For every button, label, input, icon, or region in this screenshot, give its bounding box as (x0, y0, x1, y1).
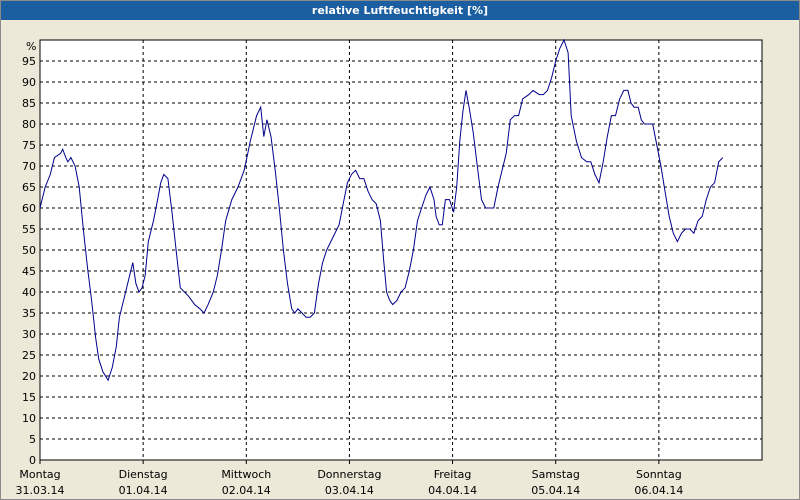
y-tick-label: 55 (22, 223, 36, 236)
y-tick-label: 25 (22, 349, 36, 362)
x-tick-day-label: Freitag (434, 468, 472, 481)
x-tick-day-label: Donnerstag (317, 468, 381, 481)
grid-lines (40, 40, 762, 460)
y-tick-label: 80 (22, 118, 36, 131)
x-tick-day-label: Dienstag (119, 468, 168, 481)
y-tick-label: 30 (22, 328, 36, 341)
y-tick-label: 70 (22, 160, 36, 173)
x-axis: Montag 31.03.14 Dienstag 01.04.14 Mittwoch 02… (16, 460, 683, 497)
y-tick-label: 85 (22, 97, 36, 110)
x-tick-day-label: Mittwoch (221, 468, 271, 481)
y-tick-label: 60 (22, 202, 36, 215)
x-tick-day-label: Montag (19, 468, 60, 481)
y-tick-label: 45 (22, 265, 36, 278)
y-tick-label: 40 (22, 286, 36, 299)
y-tick-label: 35 (22, 307, 36, 320)
x-tick-date-label: 02.04.14 (222, 484, 271, 497)
y-tick-label: 0 (29, 454, 36, 467)
y-tick-label: 90 (22, 76, 36, 89)
x-tick-date-label: 01.04.14 (119, 484, 168, 497)
humidity-line (39, 38, 724, 382)
x-tick-day-label: Samstag (532, 468, 580, 481)
x-tick-date-label: 03.04.14 (325, 484, 374, 497)
chart-title: relative Luftfeuchtigkeit [%] (1, 1, 799, 20)
x-tick-date-label: 06.04.14 (634, 484, 683, 497)
y-axis: 0 5 10 15 20 25 30 35 40 45 50 55 60 65 70 75 80 85 90 95 (22, 55, 36, 467)
x-tick-day-label: Sonntag (636, 468, 682, 481)
y-tick-label: 5 (29, 433, 36, 446)
y-tick-label: 15 (22, 391, 36, 404)
y-tick-label: 50 (22, 244, 36, 257)
y-axis-unit-label: % (26, 40, 36, 53)
x-tick-date-label: 04.04.14 (428, 484, 477, 497)
y-tick-label: 95 (22, 55, 36, 68)
x-tick-date-label: 05.04.14 (531, 484, 580, 497)
y-tick-label: 75 (22, 139, 36, 152)
y-tick-label: 20 (22, 370, 36, 383)
y-tick-label: 10 (22, 412, 36, 425)
y-tick-label: 65 (22, 181, 36, 194)
x-tick-date-label: 31.03.14 (16, 484, 65, 497)
